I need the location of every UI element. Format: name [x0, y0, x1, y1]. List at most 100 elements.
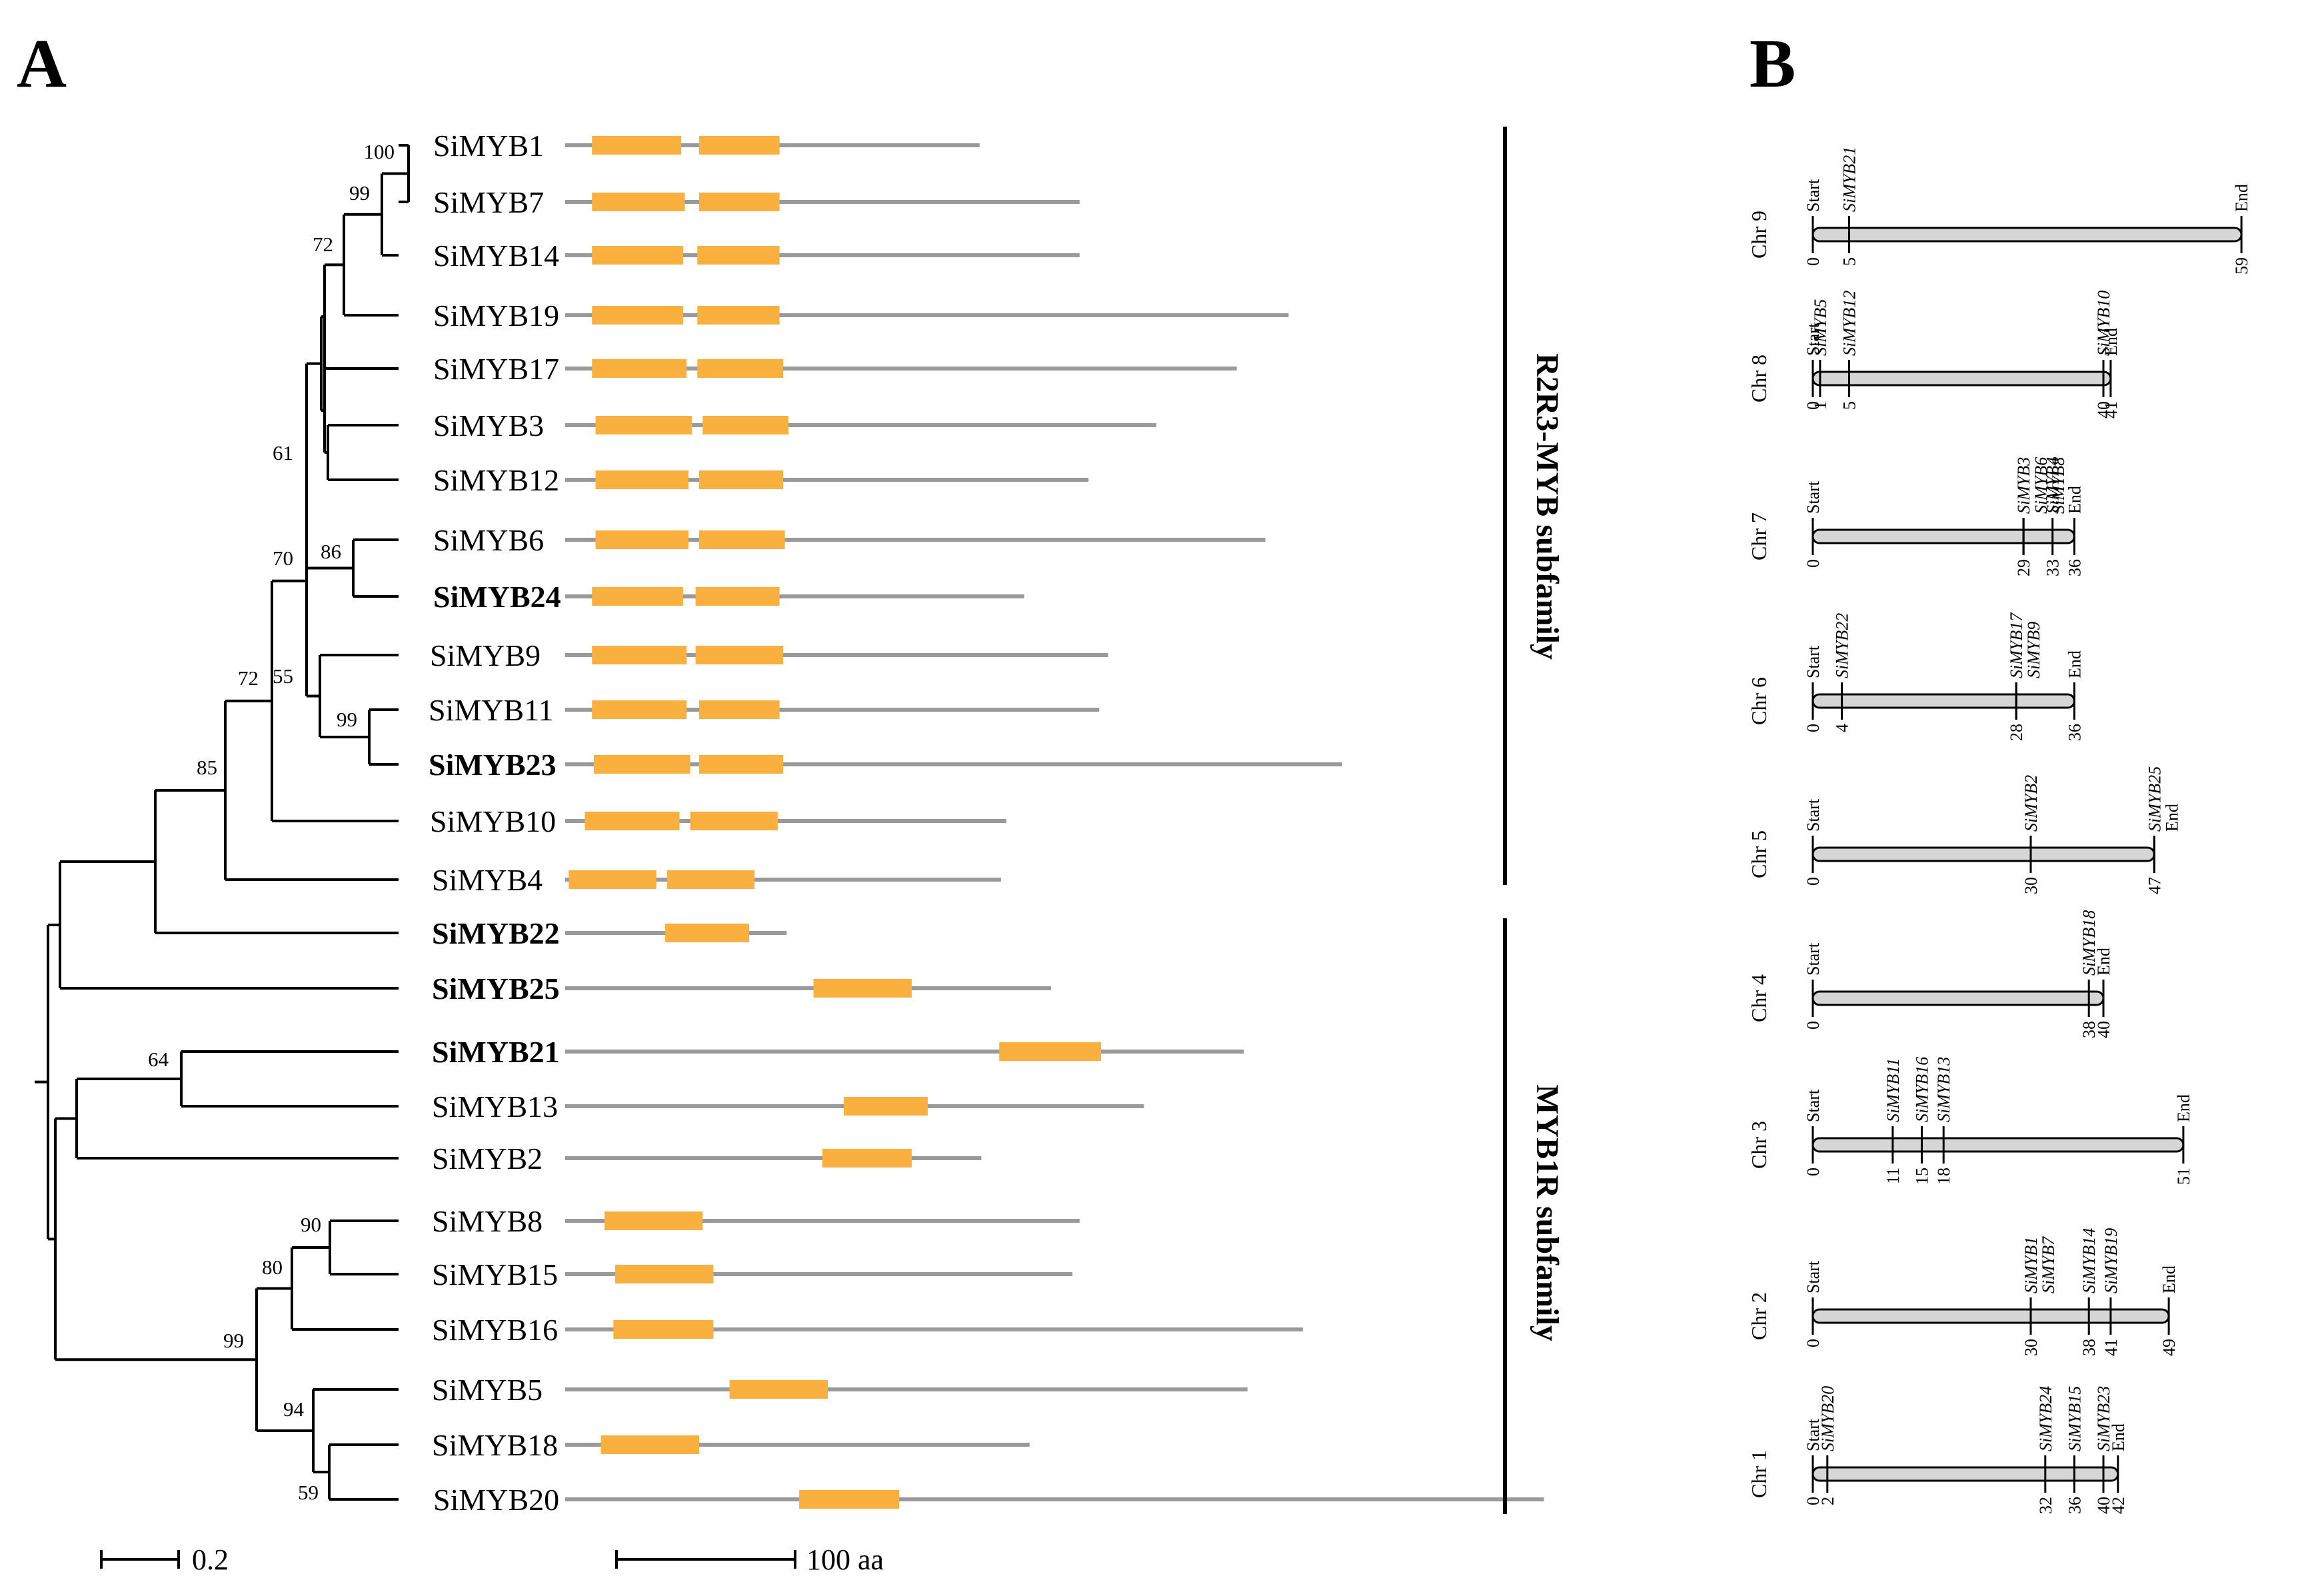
- r2r3-subfamily-label: R2R3-MYB subfamily: [1530, 353, 1565, 660]
- myb-domain: [813, 979, 912, 998]
- gene-position-label: SiMYB13: [1934, 1057, 1953, 1122]
- gene-label: SiMYB18: [432, 1428, 558, 1462]
- gene-position-label: SiMYB7: [2039, 1236, 2058, 1293]
- chromosome-end-label: End: [2065, 486, 2084, 514]
- position-label: 0: [1803, 724, 1823, 732]
- chromosome-end-label: Start: [1803, 1260, 1823, 1293]
- gene-label: SiMYB22: [432, 916, 560, 950]
- position-label: 0: [1803, 401, 1823, 410]
- protein-structure: [565, 700, 1100, 719]
- chromosome-end-label: Start: [1803, 1418, 1823, 1451]
- bootstrap-value: 72: [238, 666, 259, 690]
- protein-structure: [565, 1380, 1248, 1399]
- gene-label: SiMYB23: [429, 748, 557, 782]
- gene-position-label: SiMYB22: [1833, 613, 1852, 678]
- gene-label: SiMYB11: [429, 693, 553, 727]
- gene-position-label: SiMYB10: [2094, 291, 2113, 356]
- position-label: 30: [2021, 1339, 2041, 1356]
- chromosome-end-label: Start: [1803, 480, 1823, 514]
- gene-label: SiMYB7: [433, 185, 544, 219]
- position-label: 4: [1833, 724, 1852, 732]
- position-label: 38: [2079, 1339, 2099, 1356]
- myb-domain: [592, 246, 683, 265]
- position-label: 5: [1840, 257, 1859, 266]
- gene-position-label: SiMYB25: [2145, 766, 2164, 832]
- protein-structure: [565, 587, 1024, 606]
- gene-position-label: SiMYB23: [2094, 1386, 2113, 1451]
- gene-label: SiMYB1: [433, 129, 544, 163]
- phylogenetic-tree: [35, 144, 410, 1501]
- gene-position-label: SiMYB14: [2079, 1228, 2099, 1293]
- bootstrap-value: 100: [364, 140, 395, 163]
- position-label: 59: [2232, 257, 2251, 275]
- gene-position-label: SiMYB8: [2049, 457, 2068, 514]
- chromosome-end-label: Start: [1803, 1089, 1823, 1122]
- myb-domain: [592, 136, 682, 155]
- myb-domain: [615, 1265, 714, 1283]
- gene-position-label: SiMYB20: [1818, 1386, 1837, 1451]
- gene-position-label: SiMYB3: [2014, 457, 2033, 514]
- position-label: 0: [1803, 1021, 1823, 1030]
- chromosome-end-label: End: [2232, 184, 2251, 212]
- myb-domain: [844, 1097, 928, 1116]
- myb-domain: [569, 870, 656, 889]
- position-label: 36: [2065, 724, 2084, 741]
- protein-structure: [565, 470, 1089, 489]
- myb-domain: [729, 1380, 828, 1399]
- myb-domain: [697, 246, 780, 265]
- protein-structure: [565, 870, 1001, 889]
- chromosome-end-label: Start: [1803, 323, 1823, 356]
- myb-domain: [695, 587, 780, 606]
- position-label: 0: [1803, 1339, 1823, 1347]
- gene-position-label: SiMYB5: [1811, 299, 1830, 356]
- position-label: 0: [1803, 1168, 1823, 1176]
- chromosome-label: Chr 2: [1747, 1292, 1771, 1340]
- protein-structure: [565, 1042, 1244, 1061]
- protein-structure: [565, 136, 980, 155]
- chromosome-end-label: Start: [1803, 798, 1823, 832]
- chromosome-map: Chr 9 Start 0 SiMYB2 1 5 End 59 Chr 8 Start 0 SiMYB…: [1747, 147, 2251, 1514]
- gene-label: SiMYB5: [432, 1373, 543, 1407]
- myb-domain: [699, 136, 780, 155]
- chromosome: Chr 5 Start 0 SiMYB2 30 SiMYB25 47 End: [1747, 766, 2181, 894]
- position-label: 1: [1811, 401, 1830, 410]
- myb1r-subfamily-label: MYB1R subfamily: [1530, 1084, 1565, 1341]
- gene-position-label: SiMYB18: [2079, 910, 2099, 976]
- myb-domain: [595, 416, 692, 434]
- protein-structure: [565, 1265, 1073, 1283]
- bootstrap-value: 86: [321, 540, 341, 563]
- bootstrap-value: 99: [337, 708, 357, 731]
- position-label: 2: [1818, 1497, 1837, 1505]
- myb-domain: [600, 1435, 699, 1454]
- myb-domain: [592, 359, 687, 378]
- bootstrap-value: 61: [273, 441, 293, 464]
- myb-domain: [699, 193, 780, 211]
- chromosome-end-label: End: [2094, 948, 2113, 976]
- chromosome: Chr 1 Start 0 SiMYB20 2 SiMYB24 32 SiMYB15 36 SiM…: [1747, 1386, 2128, 1514]
- position-label: 0: [1803, 877, 1823, 886]
- myb-domain: [699, 470, 783, 489]
- protein-structure: [565, 359, 1237, 378]
- gene-position-label: SiMYB2: [2021, 775, 2041, 832]
- gene-label: SiMYB21: [432, 1035, 560, 1069]
- protein-structure: [565, 755, 1342, 774]
- gene-label: SiMYB2: [432, 1142, 543, 1176]
- myb-domain: [592, 193, 685, 211]
- chromosome-label: Chr 3: [1747, 1121, 1771, 1169]
- chromosome-bar: [1811, 693, 2075, 709]
- gene-label: SiMYB4: [432, 863, 543, 897]
- myb-domain: [822, 1149, 912, 1168]
- chromosome-label: Chr 8: [1747, 355, 1771, 402]
- position-label: 5: [1840, 401, 1859, 410]
- chromosome-label: Chr 7: [1747, 512, 1771, 560]
- chromosome-end-label: End: [2109, 1423, 2128, 1451]
- position-label: 29: [2014, 559, 2033, 576]
- bootstrap-value: 55: [273, 664, 293, 688]
- myb-domain: [699, 700, 780, 719]
- chromosome-end-label: Start: [1803, 179, 1823, 212]
- bootstrap-value: 80: [262, 1255, 283, 1279]
- gene-label: SiMYB25: [432, 972, 560, 1006]
- chromosome-label: Chr 5: [1747, 830, 1771, 878]
- chromosome-label: Chr 9: [1747, 211, 1771, 259]
- myb-domain: [702, 416, 788, 434]
